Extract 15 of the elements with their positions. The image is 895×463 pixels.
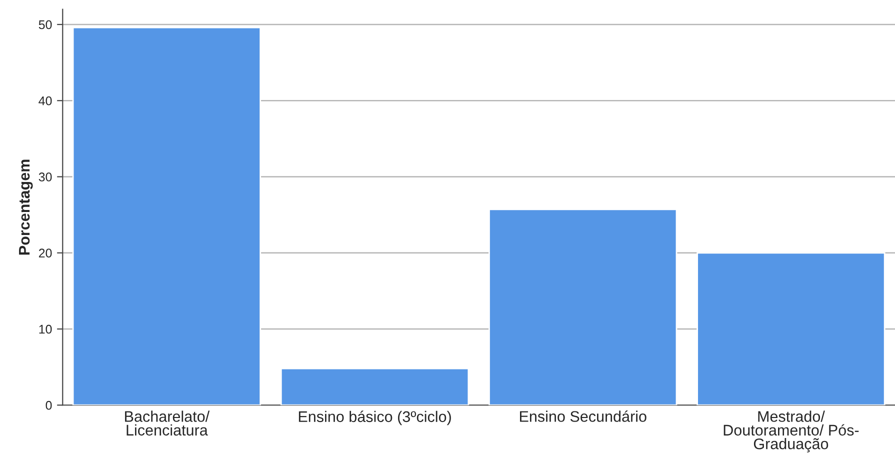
bar xyxy=(72,26,262,406)
y-tick-label: 0 xyxy=(46,400,52,410)
y-tick-label: 20 xyxy=(38,248,52,258)
y-tick-label: 50 xyxy=(38,20,52,30)
bar xyxy=(488,208,678,406)
bar xyxy=(280,368,470,406)
x-tick-label: Mestrado/ Doutoramento/ Pós- Graduação xyxy=(724,410,859,452)
y-tick-label: 10 xyxy=(39,324,52,334)
x-tick-label: Bacharelato/ Licenciatura xyxy=(125,410,210,436)
bar xyxy=(696,252,886,406)
y-axis-title: Porcentagem xyxy=(19,160,33,255)
x-tick-label: Ensino Secundário xyxy=(520,410,646,422)
y-tick-label: 40 xyxy=(38,96,52,106)
y-tick-label: 30 xyxy=(38,172,52,182)
x-tick-label: Ensino básico (3ºciclo) xyxy=(298,410,451,426)
